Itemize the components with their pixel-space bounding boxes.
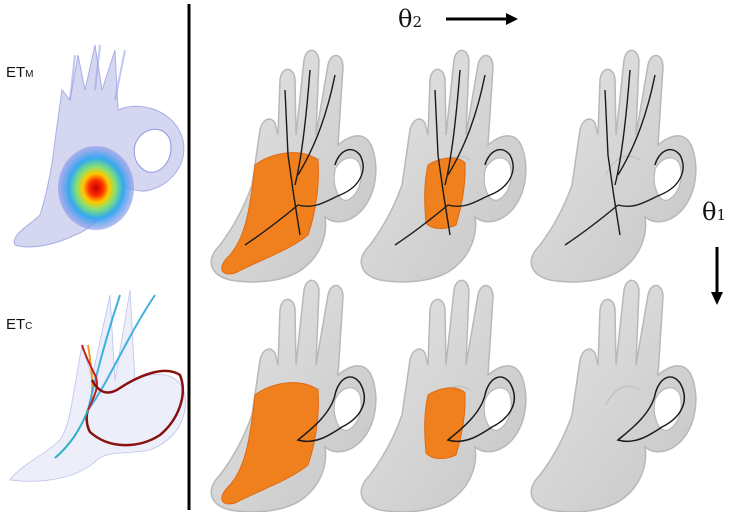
- et-c-skeleton: [9, 289, 186, 482]
- label-et-c: ETC: [6, 316, 33, 333]
- label-et-m: ETM: [6, 64, 34, 81]
- et-m-heatmap: [13, 44, 185, 248]
- label-theta2: θ2: [398, 5, 422, 33]
- theta2-arrow: [446, 13, 518, 25]
- hand-r2-c1: [210, 279, 377, 512]
- label-theta1: θ1: [702, 198, 726, 226]
- theta1-arrow: [711, 247, 723, 305]
- hand-r1-c3: [530, 49, 697, 283]
- hand-r1-c2: [360, 49, 527, 283]
- hand-r1-c1: [210, 49, 377, 283]
- hand-r2-c2: [360, 279, 527, 512]
- hand-r2-c3: [530, 279, 697, 512]
